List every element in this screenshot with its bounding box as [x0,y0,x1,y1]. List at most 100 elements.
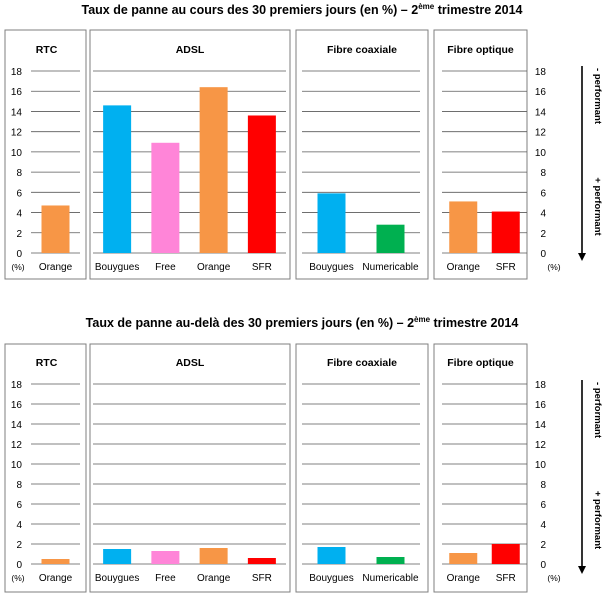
category-label: SFR [496,262,516,273]
bar [449,553,478,564]
performance-arrow-head [578,566,586,574]
bar [491,544,520,564]
category-label: Numericable [362,262,419,273]
unit-label-right: (%) [547,573,560,583]
bar [199,87,228,253]
group-label: ADSL [176,357,205,369]
y-tick-label-right: 8 [540,168,546,179]
category-label: Orange [39,262,73,273]
chart-title: Taux de panne au cours des 30 premiers j… [82,2,523,17]
y-tick-label-left: 8 [16,480,22,491]
performance-label-top: - performant [592,68,603,125]
y-tick-label-right: 14 [535,107,547,118]
category-label: Bouygues [95,262,139,273]
group-label: ADSL [176,44,205,56]
category-label: SFR [252,262,272,273]
bar [151,142,180,253]
panel-frame [433,343,528,593]
y-tick-label-right: 0 [540,249,546,260]
y-tick-label-left: 16 [11,87,23,98]
bar [247,558,276,564]
bar [376,224,405,253]
chart-title-part: trimestre 2014 [434,3,522,17]
y-tick-label-right: 4 [540,209,546,220]
category-label: Orange [197,573,231,584]
y-tick-label-left: 12 [11,440,23,451]
panel-frame [4,343,87,593]
y-tick-label-left: 16 [11,400,23,411]
performance-arrow-head [578,253,586,261]
y-tick-label-right: 6 [540,188,546,199]
y-tick-label-left: 14 [11,107,23,118]
y-tick-label-left: 2 [16,540,22,551]
chart-title-superscript: ème [418,2,435,11]
y-tick-label-right: 12 [535,128,547,139]
y-tick-label-left: 2 [16,229,22,240]
group-label: Fibre coaxiale [327,357,397,369]
y-tick-label-right: 16 [535,87,547,98]
category-label: Free [155,573,176,584]
unit-label-left: (%) [11,262,24,272]
bar [491,211,520,253]
y-tick-label-left: 8 [16,168,22,179]
panel-frame [89,343,291,593]
y-tick-label-right: 12 [535,440,547,451]
y-tick-label-left: 4 [16,209,22,220]
y-tick-label-right: 10 [535,460,547,471]
performance-label-top: - performant [592,382,603,439]
y-tick-label-left: 12 [11,128,23,139]
category-label: Bouygues [309,262,353,273]
chart-title-superscript: ème [414,315,431,324]
y-tick-label-left: 0 [16,560,22,571]
panel-frame [89,29,291,280]
chart-title: Taux de panne au-delà des 30 premiers jo… [86,315,519,330]
y-tick-label-right: 8 [540,480,546,491]
y-tick-label-left: 10 [11,460,23,471]
category-label: SFR [252,573,272,584]
y-tick-label-right: 2 [540,540,546,551]
category-label: SFR [496,573,516,584]
y-tick-label-right: 0 [540,560,546,571]
performance-label-bottom: + performant [592,491,603,550]
y-tick-label-right: 18 [535,67,547,78]
chart-title-part: trimestre 2014 [430,316,518,330]
unit-label-right: (%) [547,262,560,272]
y-tick-label-left: 4 [16,520,22,531]
bar [449,201,478,253]
panel-frame [295,343,429,593]
category-label: Bouygues [95,573,139,584]
category-label: Free [155,262,176,273]
panel-frame [4,29,87,280]
performance-label-bottom: + performant [592,177,603,236]
bar [103,549,132,564]
bar [199,548,228,564]
bar [317,547,346,564]
y-tick-label-left: 6 [16,500,22,511]
category-label: Orange [447,573,481,584]
bar [247,115,276,253]
y-tick-label-right: 16 [535,400,547,411]
group-label: Fibre coaxiale [327,44,397,56]
panel-frame [295,29,429,280]
group-label: RTC [36,44,58,56]
y-tick-label-left: 18 [11,67,23,78]
y-tick-label-left: 18 [11,380,23,391]
bar [151,551,180,564]
chart-title-part: Taux de panne au-delà des 30 premiers jo… [86,316,414,330]
y-tick-label-right: 6 [540,500,546,511]
category-label: Orange [39,573,73,584]
y-tick-label-right: 14 [535,420,547,431]
bar [103,105,132,253]
y-tick-label-left: 10 [11,148,23,159]
y-tick-label-right: 10 [535,148,547,159]
group-label: Fibre optique [447,357,514,369]
y-tick-label-right: 18 [535,380,547,391]
group-label: RTC [36,357,58,369]
unit-label-left: (%) [11,573,24,583]
bar [41,205,70,253]
category-label: Numericable [362,573,419,584]
bar [41,559,70,564]
category-label: Orange [197,262,231,273]
panel-frame [433,29,528,280]
